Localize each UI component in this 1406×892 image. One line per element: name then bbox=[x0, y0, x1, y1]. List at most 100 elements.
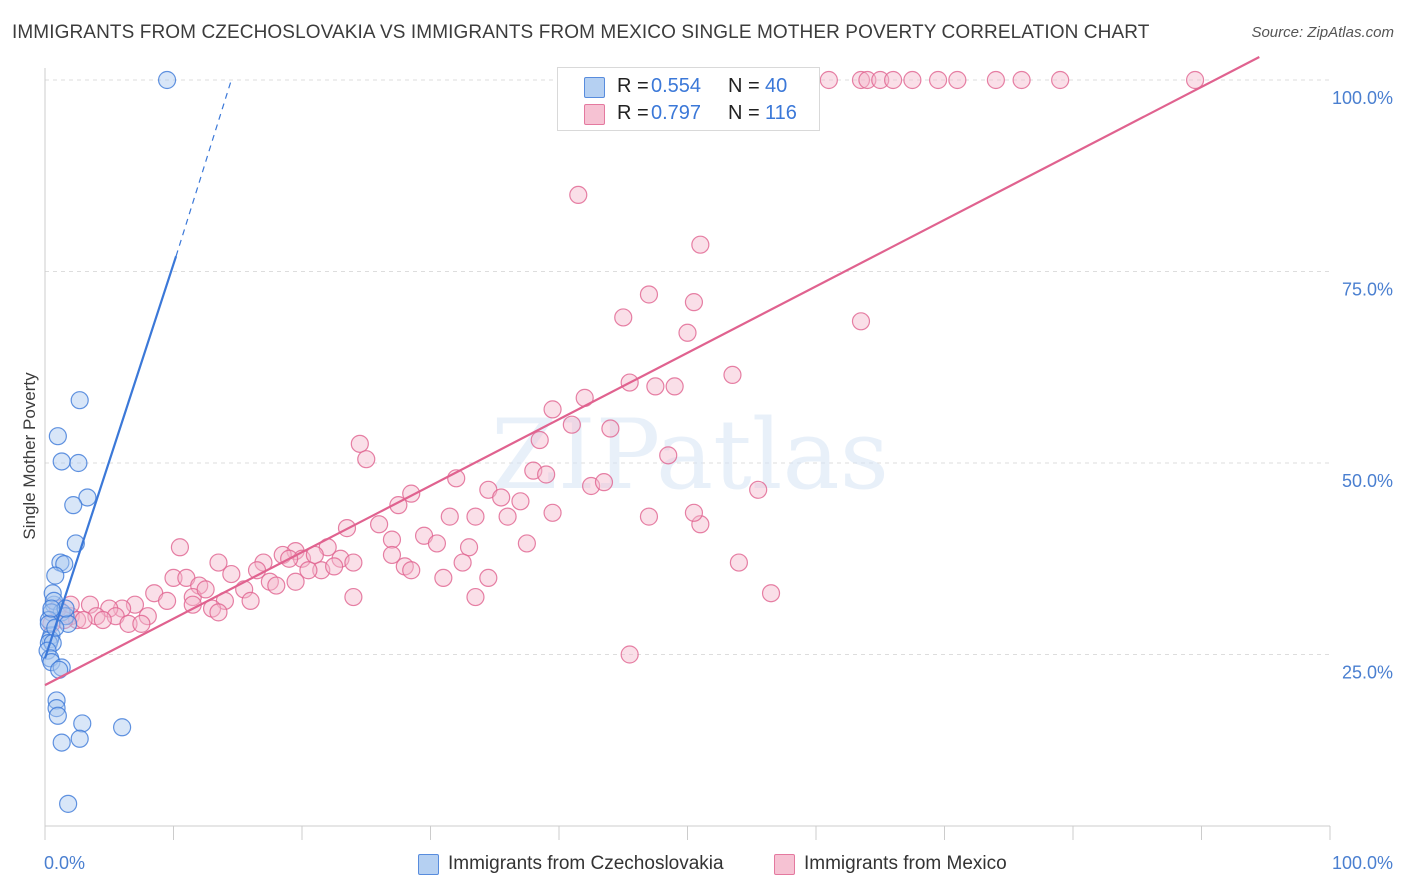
data-point bbox=[691, 515, 710, 534]
data-point bbox=[70, 391, 89, 410]
data-point bbox=[42, 599, 61, 618]
legend-swatch-blue bbox=[584, 77, 605, 98]
data-point bbox=[601, 419, 620, 438]
axes bbox=[44, 68, 1331, 840]
data-point bbox=[749, 480, 768, 499]
data-point bbox=[357, 450, 376, 469]
correlation-legend: R = 0.554 N = 40 R = 0.797 N = 116 bbox=[557, 67, 820, 131]
watermark-text: ZIPatlas bbox=[491, 399, 889, 511]
data-point bbox=[350, 434, 369, 453]
data-point bbox=[209, 603, 228, 622]
legend-n-label: N = bbox=[728, 102, 760, 124]
data-point bbox=[858, 70, 877, 90]
data-point bbox=[543, 400, 562, 419]
data-point bbox=[325, 557, 344, 576]
data-point bbox=[678, 323, 697, 342]
data-point bbox=[56, 599, 75, 618]
data-point bbox=[543, 503, 562, 522]
data-point bbox=[466, 587, 485, 607]
data-point bbox=[157, 591, 177, 610]
legend-r-value: 0.554 bbox=[651, 75, 702, 97]
series-czechoslovakia-points bbox=[38, 70, 177, 813]
data-point bbox=[684, 293, 704, 312]
data-point bbox=[986, 70, 1006, 90]
y-tick-label: 50.0% bbox=[1342, 471, 1393, 491]
data-point bbox=[851, 312, 871, 331]
data-point bbox=[479, 568, 498, 588]
data-point bbox=[883, 70, 903, 90]
data-point bbox=[466, 507, 485, 526]
watermark: ZIPatlas bbox=[491, 399, 889, 511]
data-point bbox=[222, 564, 241, 584]
data-point bbox=[530, 430, 549, 450]
data-point bbox=[639, 285, 659, 304]
data-point bbox=[492, 488, 511, 507]
data-point bbox=[948, 70, 967, 90]
data-point bbox=[594, 473, 614, 492]
y-axis-label: Single Mother Poverty bbox=[20, 372, 39, 540]
data-point bbox=[52, 452, 71, 471]
legend-n-label: N = bbox=[728, 75, 760, 97]
data-point bbox=[903, 70, 922, 90]
data-point bbox=[614, 308, 633, 327]
source-label: Source: ZipAtlas.com bbox=[1251, 24, 1394, 41]
legend-row-mexico: R = 0.797 N = 116 bbox=[558, 100, 819, 128]
data-point bbox=[196, 580, 215, 599]
data-point bbox=[665, 377, 684, 396]
legend-r-value: 0.797 bbox=[651, 102, 702, 124]
data-point bbox=[42, 653, 61, 672]
data-point bbox=[382, 545, 402, 565]
data-point bbox=[47, 699, 66, 718]
data-point bbox=[1051, 70, 1070, 90]
data-point bbox=[684, 503, 704, 522]
data-point bbox=[646, 377, 665, 396]
chart-title: IMMIGRANTS FROM CZECHOSLOVAKIA VS IMMIGR… bbox=[12, 22, 1150, 43]
legend-swatch-blue bbox=[418, 854, 439, 875]
legend-n-value: 116 bbox=[765, 102, 797, 124]
data-point bbox=[723, 365, 742, 385]
data-point bbox=[562, 415, 581, 434]
data-point bbox=[659, 446, 678, 465]
data-point bbox=[851, 70, 871, 90]
data-point bbox=[80, 595, 100, 614]
data-point bbox=[729, 553, 749, 572]
trend-line-czechoslovakia-extension bbox=[175, 79, 232, 257]
legend-label: Immigrants from Mexico bbox=[804, 853, 1007, 874]
data-point bbox=[267, 576, 286, 595]
data-point bbox=[43, 584, 62, 603]
data-point bbox=[48, 427, 67, 446]
data-point bbox=[68, 610, 87, 630]
trend-lines bbox=[43, 56, 1260, 687]
data-point bbox=[1012, 70, 1031, 90]
y-tick-label: 25.0% bbox=[1342, 663, 1393, 683]
data-point bbox=[761, 584, 781, 603]
y-tick-label: 75.0% bbox=[1342, 280, 1393, 300]
data-point bbox=[569, 185, 588, 204]
data-point bbox=[459, 538, 479, 557]
data-point bbox=[871, 70, 890, 90]
data-point bbox=[402, 561, 421, 580]
data-point bbox=[517, 534, 536, 553]
y-tick-label: 100.0% bbox=[1332, 88, 1393, 108]
data-point bbox=[639, 507, 659, 526]
data-point bbox=[440, 507, 459, 526]
data-point bbox=[299, 561, 318, 580]
data-point bbox=[434, 568, 453, 588]
data-point bbox=[47, 691, 66, 710]
data-point bbox=[382, 530, 402, 549]
data-point bbox=[170, 538, 190, 557]
data-point bbox=[157, 70, 177, 90]
data-point bbox=[119, 614, 138, 633]
legend-row-czechoslovakia: R = 0.554 N = 40 bbox=[558, 73, 819, 101]
trend-line-mexico bbox=[44, 56, 1260, 687]
data-point bbox=[241, 591, 260, 610]
data-point bbox=[70, 729, 89, 748]
data-point bbox=[427, 534, 447, 553]
data-point bbox=[209, 553, 228, 572]
data-point bbox=[93, 610, 112, 630]
data-point bbox=[370, 515, 389, 534]
data-point bbox=[511, 492, 530, 511]
data-point bbox=[46, 566, 65, 585]
x-tick-label: 0.0% bbox=[44, 853, 85, 873]
